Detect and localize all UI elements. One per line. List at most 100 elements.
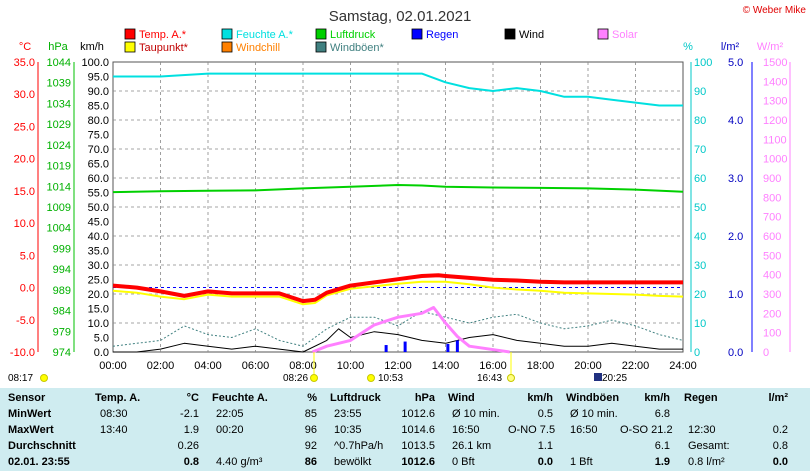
temp-tick-5: 10.0 — [14, 218, 35, 230]
humidity-tick-7: 30 — [694, 260, 706, 272]
solar-tick-11: 400 — [763, 270, 781, 282]
table-header-regen-unit: l/m² — [768, 392, 788, 404]
legend-swatch-1 — [221, 28, 233, 40]
table-wind-time-0: Ø 10 min. — [452, 408, 500, 420]
table-temp-value-0: -2.1 — [180, 408, 199, 420]
humidity-tick-1: 90 — [694, 86, 706, 98]
humidity-tick-6: 40 — [694, 231, 706, 243]
rain-tick-1: 4.0 — [728, 115, 743, 127]
table-feuchte-time-0: 22:05 — [216, 408, 244, 420]
solar-tick-6: 900 — [763, 173, 781, 185]
table-wind-time-1: 16:50 — [452, 424, 480, 436]
wind-tick-11: 45.0 — [88, 217, 109, 229]
wind-tick-0: 100.0 — [81, 57, 109, 69]
table-windboeen-time-3: 1 Bft — [570, 456, 593, 468]
pressure-tick-10: 994 — [53, 264, 71, 276]
legend-label-5: Solar — [612, 29, 638, 41]
pressure-tick-7: 1009 — [47, 202, 71, 214]
solar-tick-7: 800 — [763, 192, 781, 204]
humidity-tick-3: 70 — [694, 144, 706, 156]
solar-unit-label: W/m² — [757, 41, 784, 53]
legend-label-8: Windböen* — [330, 42, 385, 54]
solar-tick-0: 1500 — [763, 57, 787, 69]
pressure-tick-1: 1039 — [47, 78, 71, 90]
legend-swatch-0 — [124, 28, 136, 40]
legend-swatch-5 — [597, 28, 609, 40]
x-tick-7: 14:00 — [432, 360, 460, 372]
solar-tick-3: 1200 — [763, 115, 787, 127]
table-regen-time-3: 0.8 l/m² — [688, 456, 725, 468]
table-luftdruck-time-2: ^0.7hPa/h — [334, 440, 384, 452]
table-header-luftdruck-unit: hPa — [414, 392, 435, 404]
table-regen-time-1: 12:30 — [688, 424, 716, 436]
rain-tick-5: 0.0 — [728, 347, 743, 359]
solar-tick-2: 1300 — [763, 96, 787, 108]
sun-markers: 08:17 08:26 10:53 16:43 20:25 — [8, 352, 627, 384]
temp-tick-6: 5.0 — [20, 250, 35, 262]
rain-bar-2 — [446, 343, 450, 352]
pressure-tick-0: 1044 — [47, 57, 71, 69]
table-luftdruck-value-3: 1012.6 — [401, 456, 435, 468]
pressure-tick-14: 974 — [53, 347, 71, 359]
series-temp-a — [112, 273, 683, 304]
chart-grid — [112, 61, 684, 353]
pressure-tick-2: 1034 — [47, 98, 71, 110]
table-temp-value-3: 0.8 — [183, 456, 199, 468]
wind-tick-13: 35.0 — [88, 246, 109, 258]
table-header-windboeen-unit: km/h — [644, 392, 670, 404]
series-windb-en — [112, 310, 684, 347]
humidity-tick-9: 10 — [694, 318, 706, 330]
table-temp-time-0: 08:30 — [100, 408, 128, 420]
wind-tick-18: 10.0 — [88, 318, 109, 330]
legend-label-4: Wind — [519, 29, 544, 41]
legend-label-7: Windchill — [236, 42, 280, 54]
rain-bar-1 — [403, 341, 407, 352]
table-row-label-1: MaxWert — [8, 424, 54, 436]
table-feuchte-value-2: 92 — [304, 440, 317, 452]
x-tick-6: 12:00 — [384, 360, 412, 372]
humidity-tick-8: 20 — [694, 289, 706, 301]
sun-marker-time-0: 08:26 — [283, 373, 308, 384]
x-tick-9: 18:00 — [527, 360, 555, 372]
solar-tick-4: 1100 — [763, 134, 787, 146]
brand-label[interactable]: © Weber Mike — [743, 5, 807, 16]
solar-tick-13: 200 — [763, 308, 781, 320]
humidity-tick-2: 80 — [694, 115, 706, 127]
temp-tick-9: -10.0 — [10, 347, 35, 359]
wind-tick-10: 50.0 — [88, 202, 109, 214]
temp-tick-3: 20.0 — [14, 154, 35, 166]
temp-tick-1: 30.0 — [14, 89, 35, 101]
wind-tick-1: 95.0 — [88, 72, 109, 84]
table-wind-dir-1: O-NO 7.5 — [508, 424, 556, 436]
temp-tick-0: 35.0 — [14, 57, 35, 69]
table-wind-value-0: 0.5 — [537, 408, 553, 420]
humidity-tick-4: 60 — [694, 173, 706, 185]
table-wind-value-2: 1.1 — [537, 440, 553, 452]
x-tick-10: 20:00 — [574, 360, 602, 372]
table-regen-value-1: 0.2 — [772, 424, 788, 436]
x-tick-1: 02:00 — [147, 360, 175, 372]
wind-tick-19: 5.0 — [94, 333, 109, 345]
table-row-label-2: Durchschnitt — [8, 440, 76, 452]
pressure-tick-4: 1024 — [47, 140, 71, 152]
table-header-wind-unit: km/h — [527, 392, 553, 404]
sunset-icon — [507, 374, 515, 382]
temp-tick-7: 0.0 — [20, 283, 35, 295]
legend-swatch-6 — [124, 41, 136, 53]
series-feuchte-a — [113, 72, 683, 107]
wind-tick-14: 30.0 — [88, 260, 109, 272]
table-luftdruck-time-3: bewölkt — [334, 456, 372, 468]
pressure-tick-5: 1019 — [47, 161, 71, 173]
x-tick-2: 04:00 — [194, 360, 222, 372]
temp-unit-label: °C — [19, 41, 31, 53]
pressure-tick-12: 984 — [53, 306, 71, 318]
table-header-feuchte-unit: % — [307, 392, 317, 404]
wind-tick-16: 20.0 — [88, 289, 109, 301]
x-tick-12: 24:00 — [669, 360, 697, 372]
rain-bar-0 — [384, 345, 388, 352]
solar-tick-5: 1000 — [763, 154, 787, 166]
legend-label-2: Luftdruck — [330, 29, 376, 41]
wind-tick-20: 0.0 — [94, 347, 109, 359]
legend-label-0: Temp. A.* — [139, 29, 187, 41]
temp-tick-8: -5.0 — [16, 315, 35, 327]
